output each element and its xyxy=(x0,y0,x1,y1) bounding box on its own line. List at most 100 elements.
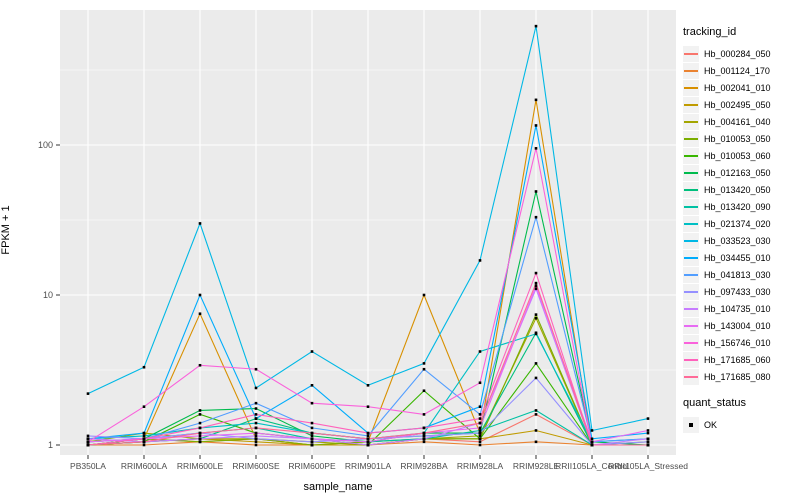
legend-line-swatch xyxy=(683,232,699,249)
legend-label: Hb_012163_050 xyxy=(704,167,771,178)
legend-item: Hb_097433_030 xyxy=(683,283,799,300)
data-point xyxy=(478,426,482,430)
data-point xyxy=(534,287,538,291)
data-point xyxy=(366,384,370,387)
data-point xyxy=(198,409,202,412)
legend-line-swatch xyxy=(683,317,699,334)
data-point xyxy=(646,440,650,444)
data-point xyxy=(534,313,538,316)
data-point xyxy=(590,443,594,447)
legend-title-quant-status: quant_status xyxy=(683,397,746,409)
x-tick-label: RRIM928LE xyxy=(512,461,560,471)
series-color-line xyxy=(684,69,698,72)
data-point xyxy=(142,443,146,447)
x-tick-label: RRII105LA_Stressed xyxy=(608,461,688,471)
data-point xyxy=(478,443,482,447)
x-tick-label: RRII105LA_Control xyxy=(555,461,629,471)
series-color-line xyxy=(684,324,698,327)
data-point xyxy=(86,392,90,395)
data-point xyxy=(142,437,146,441)
x-tick-label: RRIM928LA xyxy=(456,461,504,471)
legend-line-swatch xyxy=(683,300,699,317)
data-point xyxy=(254,431,258,435)
legend-label: Hb_156746_010 xyxy=(704,337,771,348)
data-point xyxy=(422,413,426,416)
data-point xyxy=(310,421,314,425)
data-point xyxy=(86,443,90,447)
data-point xyxy=(646,429,650,432)
legend-item: Hb_104735_010 xyxy=(683,300,799,317)
legend-label: Hb_171685_080 xyxy=(704,371,771,382)
data-point xyxy=(198,426,202,430)
legend-label: Hb_171685_060 xyxy=(704,354,771,365)
legend-item: Hb_004161_040 xyxy=(683,113,799,130)
data-point xyxy=(254,440,258,444)
point-marker xyxy=(689,422,693,427)
data-point xyxy=(478,429,482,432)
data-point xyxy=(254,367,258,371)
data-point xyxy=(646,417,650,420)
data-point xyxy=(590,440,594,444)
legend-label: Hb_002495_050 xyxy=(704,99,771,110)
legend-item: Hb_171685_060 xyxy=(683,351,799,368)
data-point xyxy=(310,440,314,444)
data-point xyxy=(198,293,202,297)
legend-item: Hb_143004_010 xyxy=(683,317,799,334)
data-point xyxy=(198,431,202,435)
series-color-line xyxy=(684,341,698,344)
series-color-line xyxy=(684,273,698,276)
series-color-line xyxy=(684,52,698,55)
data-point xyxy=(254,434,258,438)
data-point xyxy=(534,271,538,275)
data-point xyxy=(646,443,650,447)
data-point xyxy=(366,440,370,444)
series-color-line xyxy=(684,86,698,89)
legend-label: Hb_143004_010 xyxy=(704,320,771,331)
y-tick-label: 100 xyxy=(38,140,53,150)
legend-label: Hb_013420_050 xyxy=(704,184,771,195)
data-point xyxy=(254,421,258,425)
data-point xyxy=(198,222,202,225)
data-point xyxy=(254,386,258,390)
data-point xyxy=(478,350,482,353)
data-point xyxy=(534,147,538,150)
data-point xyxy=(198,437,202,441)
legend-line-swatch xyxy=(683,351,699,368)
legend-line-swatch xyxy=(683,181,699,198)
data-point xyxy=(310,426,314,430)
series-color-line xyxy=(684,188,698,191)
legend-line-swatch xyxy=(683,96,699,113)
data-point xyxy=(366,431,370,435)
data-point xyxy=(198,363,202,367)
series-color-line xyxy=(684,205,698,208)
data-point xyxy=(478,434,482,438)
data-point xyxy=(310,434,314,438)
data-point xyxy=(310,443,314,447)
data-point xyxy=(310,437,314,441)
legend-line-swatch xyxy=(683,249,699,266)
series-color-line xyxy=(684,222,698,225)
data-point xyxy=(478,413,482,416)
legend-item: Hb_010053_050 xyxy=(683,130,799,147)
data-point xyxy=(534,98,538,102)
x-tick-label: PB350LA xyxy=(70,461,106,471)
legend-quant-items: OK xyxy=(683,416,799,433)
series-color-line xyxy=(684,375,698,378)
legend-label: Hb_010053_060 xyxy=(704,150,771,161)
x-tick-label: RRIM928BA xyxy=(400,461,448,471)
data-point xyxy=(534,190,538,193)
legend-line-swatch xyxy=(683,130,699,147)
legend-item: Hb_002495_050 xyxy=(683,96,799,113)
data-point xyxy=(478,259,482,262)
data-point xyxy=(534,409,538,412)
data-point xyxy=(422,367,426,371)
x-tick-label: RRIM600PE xyxy=(288,461,336,471)
legend-item: Hb_013420_090 xyxy=(683,198,799,215)
legend-item: Hb_033523_030 xyxy=(683,232,799,249)
legend-tracking-items: Hb_000284_050 Hb_001124_170 Hb_002041_010 H… xyxy=(683,45,799,385)
data-point xyxy=(422,389,426,393)
data-point xyxy=(422,431,426,435)
y-tick-label: 1 xyxy=(48,440,53,450)
